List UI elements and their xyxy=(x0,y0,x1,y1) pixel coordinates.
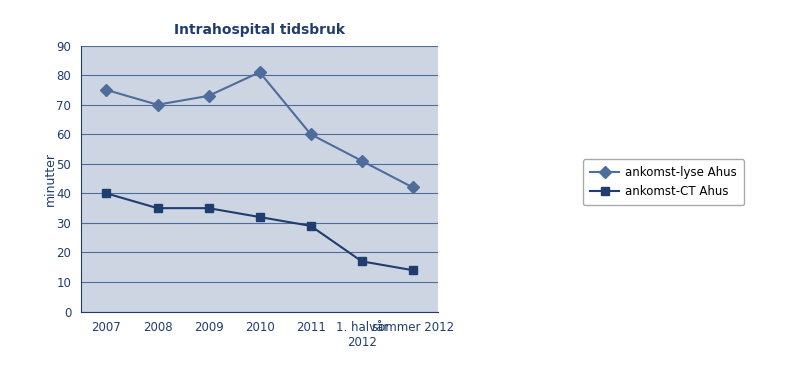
ankomst-CT Ahus xyxy=(306,223,316,228)
ankomst-lyse Ahus xyxy=(306,132,316,136)
ankomst-lyse Ahus xyxy=(357,158,366,163)
ankomst-lyse Ahus xyxy=(255,70,265,74)
ankomst-CT Ahus xyxy=(357,259,366,264)
ankomst-CT Ahus xyxy=(255,215,265,219)
ankomst-CT Ahus xyxy=(408,268,417,272)
ankomst-lyse Ahus xyxy=(153,103,163,107)
Title: Intrahospital tidsbruk: Intrahospital tidsbruk xyxy=(174,24,345,38)
ankomst-lyse Ahus xyxy=(204,93,214,98)
Legend: ankomst-lyse Ahus, ankomst-CT Ahus: ankomst-lyse Ahus, ankomst-CT Ahus xyxy=(582,159,744,206)
ankomst-lyse Ahus xyxy=(102,88,112,92)
Line: ankomst-lyse Ahus: ankomst-lyse Ahus xyxy=(102,68,417,192)
Line: ankomst-CT Ahus: ankomst-CT Ahus xyxy=(102,189,417,274)
ankomst-CT Ahus xyxy=(153,206,163,211)
ankomst-CT Ahus xyxy=(102,191,112,196)
ankomst-CT Ahus xyxy=(204,206,214,211)
ankomst-lyse Ahus xyxy=(408,185,417,190)
Y-axis label: minutter: minutter xyxy=(44,152,57,206)
